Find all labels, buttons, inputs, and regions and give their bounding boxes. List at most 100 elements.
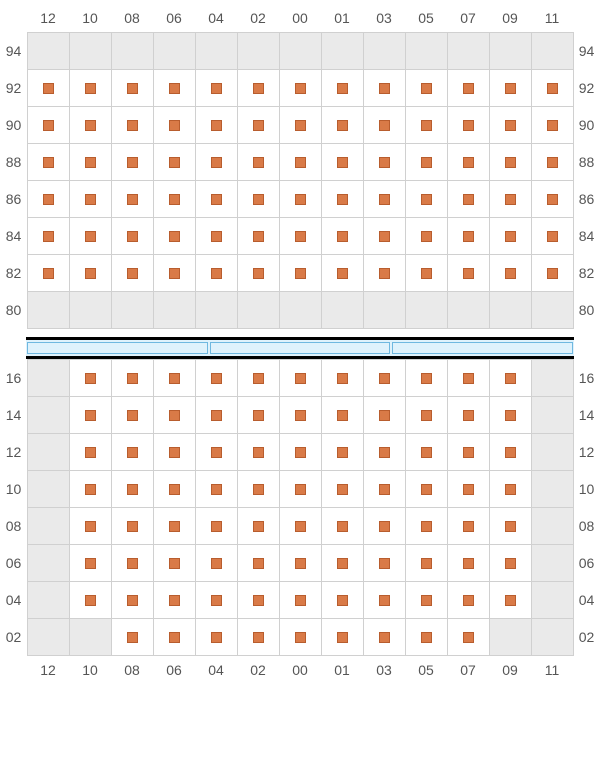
seat-cell[interactable] (154, 144, 196, 181)
seat-cell[interactable] (196, 218, 238, 255)
seat-cell[interactable] (280, 181, 322, 218)
seat-cell[interactable] (196, 471, 238, 508)
seat-cell[interactable] (196, 619, 238, 656)
seat-cell[interactable] (154, 619, 196, 656)
seat-cell[interactable] (70, 434, 112, 471)
seat-cell[interactable] (112, 218, 154, 255)
seat-cell[interactable] (406, 218, 448, 255)
seat-cell[interactable] (322, 508, 364, 545)
seat-cell[interactable] (154, 397, 196, 434)
seat-cell[interactable] (406, 619, 448, 656)
seat-cell[interactable] (238, 508, 280, 545)
seat-cell[interactable] (238, 70, 280, 107)
seat-cell[interactable] (154, 70, 196, 107)
seat-cell[interactable] (154, 471, 196, 508)
seat-cell[interactable] (70, 508, 112, 545)
seat-cell[interactable] (70, 255, 112, 292)
seat-cell[interactable] (196, 255, 238, 292)
seat-cell[interactable] (448, 434, 490, 471)
seat-cell[interactable] (112, 508, 154, 545)
seat-cell[interactable] (490, 144, 532, 181)
seat-cell[interactable] (490, 360, 532, 397)
seat-cell[interactable] (28, 107, 70, 144)
seat-cell[interactable] (238, 619, 280, 656)
seat-cell[interactable] (112, 471, 154, 508)
seat-cell[interactable] (322, 144, 364, 181)
seat-cell[interactable] (322, 218, 364, 255)
seat-cell[interactable] (112, 545, 154, 582)
seat-cell[interactable] (406, 107, 448, 144)
seat-cell[interactable] (322, 70, 364, 107)
seat-cell[interactable] (112, 360, 154, 397)
seat-cell[interactable] (490, 434, 532, 471)
seat-cell[interactable] (112, 70, 154, 107)
seat-cell[interactable] (70, 107, 112, 144)
seat-cell[interactable] (280, 144, 322, 181)
seat-cell[interactable] (532, 107, 574, 144)
seat-cell[interactable] (280, 255, 322, 292)
seat-cell[interactable] (448, 360, 490, 397)
seat-cell[interactable] (364, 471, 406, 508)
seat-cell[interactable] (406, 255, 448, 292)
seat-cell[interactable] (364, 434, 406, 471)
seat-cell[interactable] (364, 360, 406, 397)
seat-cell[interactable] (238, 434, 280, 471)
seat-cell[interactable] (112, 255, 154, 292)
seat-cell[interactable] (28, 218, 70, 255)
seat-cell[interactable] (322, 181, 364, 218)
seat-cell[interactable] (112, 434, 154, 471)
seat-cell[interactable] (70, 218, 112, 255)
seat-cell[interactable] (280, 107, 322, 144)
seat-cell[interactable] (238, 360, 280, 397)
seat-cell[interactable] (490, 508, 532, 545)
seat-cell[interactable] (280, 619, 322, 656)
seat-cell[interactable] (322, 107, 364, 144)
seat-cell[interactable] (280, 471, 322, 508)
seat-cell[interactable] (322, 545, 364, 582)
seat-cell[interactable] (70, 144, 112, 181)
seat-cell[interactable] (238, 107, 280, 144)
seat-cell[interactable] (406, 181, 448, 218)
seat-cell[interactable] (406, 582, 448, 619)
seat-cell[interactable] (112, 619, 154, 656)
seat-cell[interactable] (364, 545, 406, 582)
seat-cell[interactable] (70, 397, 112, 434)
seat-cell[interactable] (238, 218, 280, 255)
seat-cell[interactable] (196, 545, 238, 582)
seat-cell[interactable] (406, 471, 448, 508)
seat-cell[interactable] (280, 582, 322, 619)
seat-cell[interactable] (448, 107, 490, 144)
seat-cell[interactable] (406, 434, 448, 471)
seat-cell[interactable] (448, 70, 490, 107)
seat-cell[interactable] (196, 144, 238, 181)
seat-cell[interactable] (154, 218, 196, 255)
seat-cell[interactable] (28, 70, 70, 107)
seat-cell[interactable] (154, 434, 196, 471)
seat-cell[interactable] (490, 181, 532, 218)
seat-cell[interactable] (364, 397, 406, 434)
seat-cell[interactable] (364, 619, 406, 656)
seat-cell[interactable] (448, 619, 490, 656)
seat-cell[interactable] (406, 360, 448, 397)
seat-cell[interactable] (238, 144, 280, 181)
seat-cell[interactable] (280, 545, 322, 582)
seat-cell[interactable] (196, 70, 238, 107)
seat-cell[interactable] (112, 181, 154, 218)
seat-cell[interactable] (70, 70, 112, 107)
seat-cell[interactable] (280, 397, 322, 434)
seat-cell[interactable] (322, 360, 364, 397)
seat-cell[interactable] (280, 360, 322, 397)
seat-cell[interactable] (322, 471, 364, 508)
seat-cell[interactable] (196, 508, 238, 545)
seat-cell[interactable] (196, 434, 238, 471)
seat-cell[interactable] (406, 144, 448, 181)
seat-cell[interactable] (280, 218, 322, 255)
seat-cell[interactable] (364, 508, 406, 545)
seat-cell[interactable] (154, 107, 196, 144)
seat-cell[interactable] (154, 582, 196, 619)
seat-cell[interactable] (364, 144, 406, 181)
seat-cell[interactable] (406, 70, 448, 107)
seat-cell[interactable] (112, 107, 154, 144)
seat-cell[interactable] (322, 619, 364, 656)
seat-cell[interactable] (532, 181, 574, 218)
